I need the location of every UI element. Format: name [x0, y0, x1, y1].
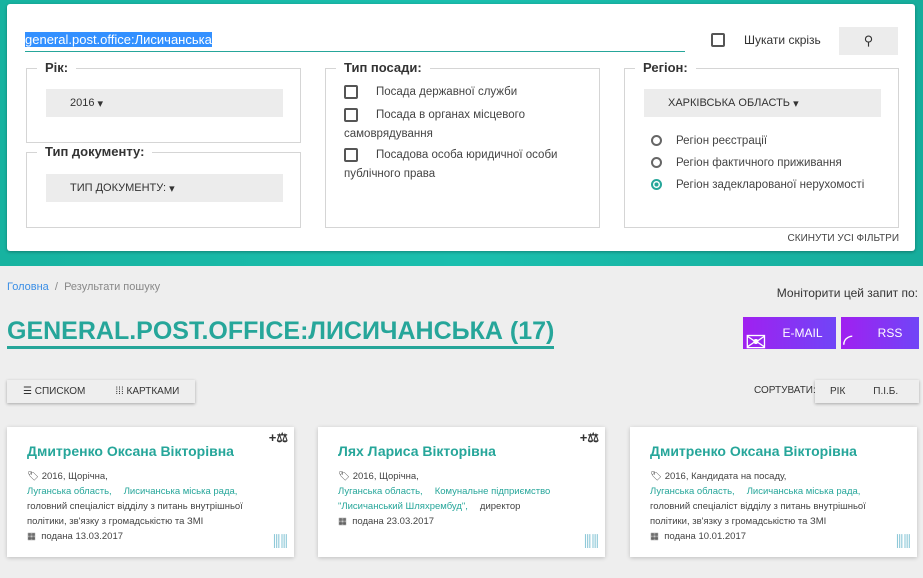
calendar-icon: ▦ — [338, 516, 347, 527]
compare-add-icon[interactable]: +⚖ — [268, 430, 288, 445]
card-name[interactable]: Дмитренко Оксана Вікторівна — [27, 443, 234, 459]
card-org-link[interactable]: Лисичанська міська рада, — [123, 486, 238, 497]
year-fieldset: Рік: 2016 ▾ — [26, 60, 301, 143]
rss-icon: ◜ — [843, 330, 853, 349]
compare-add-icon[interactable]: +⚖ — [579, 430, 599, 445]
position-option-legal[interactable]: Посадова особа юридичної особи публічного… — [344, 147, 558, 180]
breadcrumb-home[interactable]: Головна — [7, 281, 49, 293]
card-region-link[interactable]: Луганська область, — [650, 486, 735, 497]
envelope-icon: ✉ — [745, 327, 767, 349]
region-value: ХАРКІВСЬКА ОБЛАСТЬ — [668, 97, 791, 109]
card-meta: 2016, Щорічна, — [41, 471, 108, 482]
view-cards-button[interactable]: ⁞⁞⁞ КАРТКАМИ — [115, 386, 180, 397]
card-name[interactable]: Дмитренко Оксана Вікторівна — [650, 443, 857, 459]
region-dropdown[interactable]: ХАРКІВСЬКА ОБЛАСТЬ ▾ — [644, 89, 881, 117]
filter-panel: general.post.office:Лисичанська Шукати с… — [7, 4, 915, 251]
sort-year-button[interactable]: РІК — [830, 386, 846, 397]
tag-icon: 🏷 — [27, 471, 40, 482]
tag-icon: 🏷 — [650, 471, 663, 482]
declaration-card[interactable]: Дмитренко Оксана Вікторівна 🏷 2016, Канд… — [630, 427, 917, 557]
sort-label: СОРТУВАТИ: — [754, 385, 816, 396]
position-legend: Тип посади: — [336, 60, 430, 75]
search-everywhere-checkbox[interactable] — [711, 33, 725, 47]
calendar-icon: ▦ — [27, 531, 36, 542]
region-radio-registration[interactable]: Регіон реєстрації — [651, 132, 767, 151]
card-date: подана 13.03.2017 — [41, 531, 124, 542]
card-date: подана 23.03.2017 — [352, 516, 435, 527]
declaration-card[interactable]: +⚖ Дмитренко Оксана Вікторівна 🏷 2016, Щ… — [7, 427, 294, 557]
search-input[interactable]: general.post.office:Лисичанська — [25, 28, 685, 52]
breadcrumb-current: Результати пошуку — [64, 281, 161, 293]
breadcrumb: Головна / Результати пошуку — [7, 281, 161, 293]
region-radio-property[interactable]: Регіон задекларованої нерухомості — [651, 176, 864, 195]
year-legend: Рік: — [37, 60, 77, 75]
rss-button[interactable]: ◜ RSS — [841, 317, 919, 349]
view-list-button[interactable]: ☰ СПИСКОМ — [23, 386, 86, 397]
tag-icon: 🏷 — [338, 471, 351, 482]
search-button[interactable]: ⚲ — [839, 27, 898, 55]
card-position: головний спеціаліст відділу з питань вну… — [650, 501, 866, 527]
card-name[interactable]: Лях Лариса Вікторівна — [338, 443, 496, 459]
search-value: general.post.office:Лисичанська — [25, 32, 212, 47]
region-fieldset: Регіон: ХАРКІВСЬКА ОБЛАСТЬ ▾ Регіон реєс… — [624, 60, 899, 228]
card-region-link[interactable]: Луганська область, — [338, 486, 423, 497]
monitor-label: Моніторити цей запит по: — [776, 286, 918, 300]
sort-name-button[interactable]: П.І.Б. — [873, 386, 899, 397]
search-everywhere-label: Шукати скрізь — [744, 33, 821, 47]
year-dropdown[interactable]: 2016 ▾ — [46, 89, 283, 117]
view-toggle: ☰ СПИСКОМ ⁞⁞⁞ КАРТКАМИ — [7, 380, 195, 403]
calendar-icon: ▦ — [650, 531, 659, 542]
doc-type-legend: Тип документу: — [37, 144, 153, 159]
region-radio-actual[interactable]: Регіон фактичного приживання — [651, 154, 842, 173]
card-org-link[interactable]: Комунальне підприємство "Лисичанський Шл… — [338, 486, 551, 512]
card-region-link[interactable]: Луганська область, — [27, 486, 112, 497]
card-position: директор — [479, 501, 521, 512]
logo-icon: ⫴⫴ — [583, 532, 599, 552]
region-legend: Регіон: — [635, 60, 696, 75]
position-option-local[interactable]: Посада в органах місцевого самоврядування — [344, 107, 526, 140]
doc-type-value: ТИП ДОКУМЕНТУ: — [70, 182, 167, 194]
logo-icon: ⫴⫴ — [895, 532, 911, 552]
year-value: 2016 — [70, 97, 95, 109]
logo-icon: ⫴⫴ — [272, 532, 288, 552]
position-fieldset: Тип посади: Посада державної служби Поса… — [325, 60, 600, 228]
card-position: головний спеціаліст відділу з питань вну… — [27, 501, 243, 527]
doc-type-dropdown[interactable]: ТИП ДОКУМЕНТУ: ▾ — [46, 174, 283, 202]
card-meta: 2016, Кандидата на посаду, — [664, 471, 787, 482]
search-icon: ⚲ — [863, 33, 874, 48]
sort-group: РІК П.І.Б. — [815, 380, 919, 403]
doc-type-fieldset: Тип документу: ТИП ДОКУМЕНТУ: ▾ — [26, 144, 301, 228]
email-button[interactable]: ✉ E-MAIL — [743, 317, 836, 349]
page-title[interactable]: GENERAL.POST.OFFICE:ЛИСИЧАНСЬКА (17) — [7, 316, 555, 349]
card-org-link[interactable]: Лисичанська міська рада, — [746, 486, 861, 497]
reset-filters-link[interactable]: СКИНУТИ УСІ ФІЛЬТРИ — [787, 233, 899, 244]
card-date: подана 10.01.2017 — [664, 531, 747, 542]
card-meta: 2016, Щорічна, — [352, 471, 419, 482]
declaration-card[interactable]: +⚖ Лях Лариса Вікторівна 🏷 2016, Щорічна… — [318, 427, 605, 557]
position-option-civil[interactable]: Посада державної служби — [344, 83, 517, 102]
